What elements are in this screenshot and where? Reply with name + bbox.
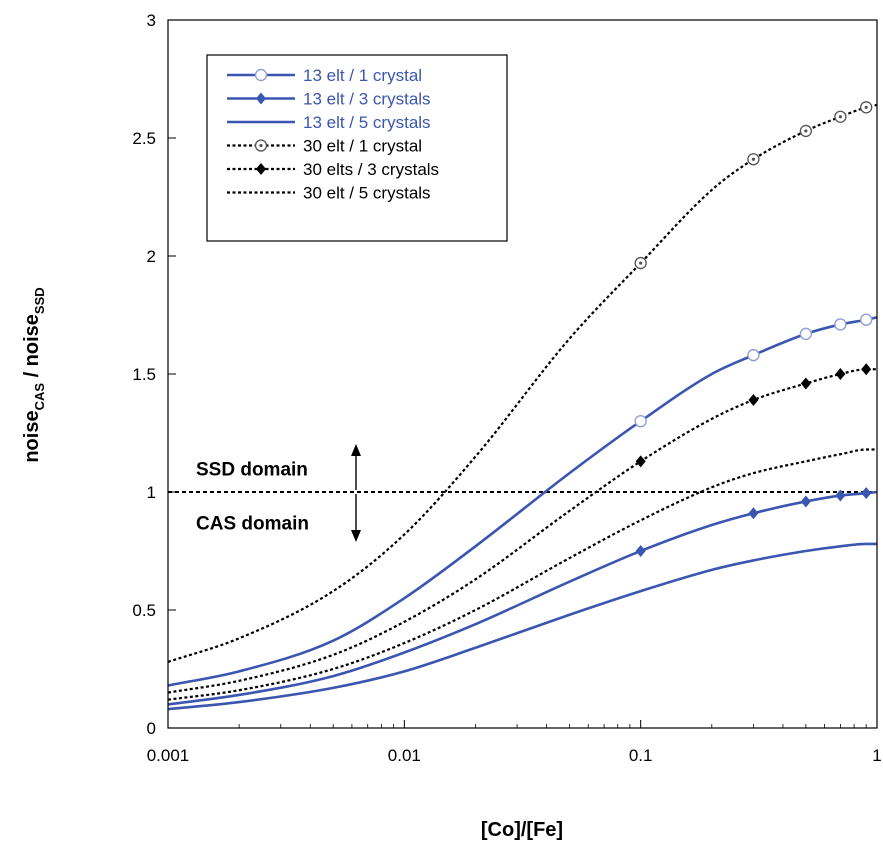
y-tick-label: 1.5 (132, 365, 156, 384)
series-line-5 (167, 368, 877, 694)
x-axis-title: [Co]/[Fe] (481, 819, 563, 841)
series-1-point (634, 415, 647, 428)
y-tick-label: 2 (147, 247, 156, 266)
series-5-point (748, 393, 759, 406)
y-axis-title-sep: / (21, 366, 43, 383)
y-tick-label: 0.5 (132, 601, 156, 620)
legend-label: 30 elt / 5 crystals (303, 184, 431, 203)
series-5-point (861, 363, 872, 376)
legend-item: 13 elt / 3 crystals (227, 90, 431, 109)
plot-frame (167, 19, 878, 729)
down-arrow-icon (351, 530, 361, 542)
x-tick-label: 0.1 (629, 746, 653, 765)
cas-domain-label: CAS domain (196, 514, 309, 535)
y-tick-label: 3 (147, 11, 156, 30)
series-line-4 (167, 103, 878, 663)
y-axis-title-main-2: noise (21, 314, 43, 366)
legend-item: 13 elt / 1 crystal (227, 66, 422, 85)
series-4-point (634, 256, 647, 270)
legend-item: 30 elt / 1 crystal (227, 137, 422, 156)
y-tick-label: 0 (147, 719, 156, 738)
y-axis-title-sub2: SSD (32, 287, 47, 314)
series-2-point (635, 545, 646, 557)
series-1-point (747, 348, 760, 362)
y-axis-title-main: noise (21, 410, 43, 462)
legend-marker (256, 163, 266, 175)
series-4-point (799, 124, 813, 138)
x-tick-label: 1 (872, 746, 881, 765)
series-1-point (859, 313, 873, 326)
legend-label: 13 elt / 5 crystals (303, 113, 431, 132)
legend-label: 13 elt / 1 crystal (303, 66, 422, 85)
y-axis-title-sub1: CAS (32, 383, 47, 411)
y-axis-title: noiseCAS / noiseSSD (21, 287, 47, 462)
series-4-point (860, 101, 873, 114)
series-2-point (835, 489, 846, 502)
series-line-3 (167, 542, 877, 711)
legend-label: 13 elt / 3 crystals (303, 90, 431, 109)
legend-marker (254, 139, 268, 152)
legend-item: 13 elt / 5 crystals (227, 113, 431, 132)
series-2-point (800, 495, 811, 508)
series-2-point (748, 507, 759, 520)
series-1-point (834, 318, 847, 331)
series-5-point (800, 377, 811, 390)
series-4-point (834, 110, 847, 123)
legend-marker (256, 92, 266, 105)
up-arrow-icon (351, 444, 361, 456)
series-5-point (635, 455, 646, 468)
x-tick-label: 0.01 (388, 746, 421, 765)
x-tick-label: 0.001 (147, 746, 190, 765)
series-5-point (835, 368, 846, 380)
series-4-point (747, 153, 760, 166)
legend-item: 30 elt / 5 crystals (227, 184, 431, 203)
series-1-point (799, 327, 813, 341)
legend-label: 30 elts / 3 crystals (303, 160, 439, 179)
y-tick-label: 2.5 (132, 129, 156, 148)
ssd-domain-label: SSD domain (196, 459, 308, 480)
series-2-point (861, 487, 872, 500)
y-tick-label: 1 (147, 483, 156, 502)
legend-marker (254, 68, 268, 82)
legend-label: 30 elt / 1 crystal (303, 137, 422, 156)
legend-item: 30 elts / 3 crystals (227, 160, 439, 179)
